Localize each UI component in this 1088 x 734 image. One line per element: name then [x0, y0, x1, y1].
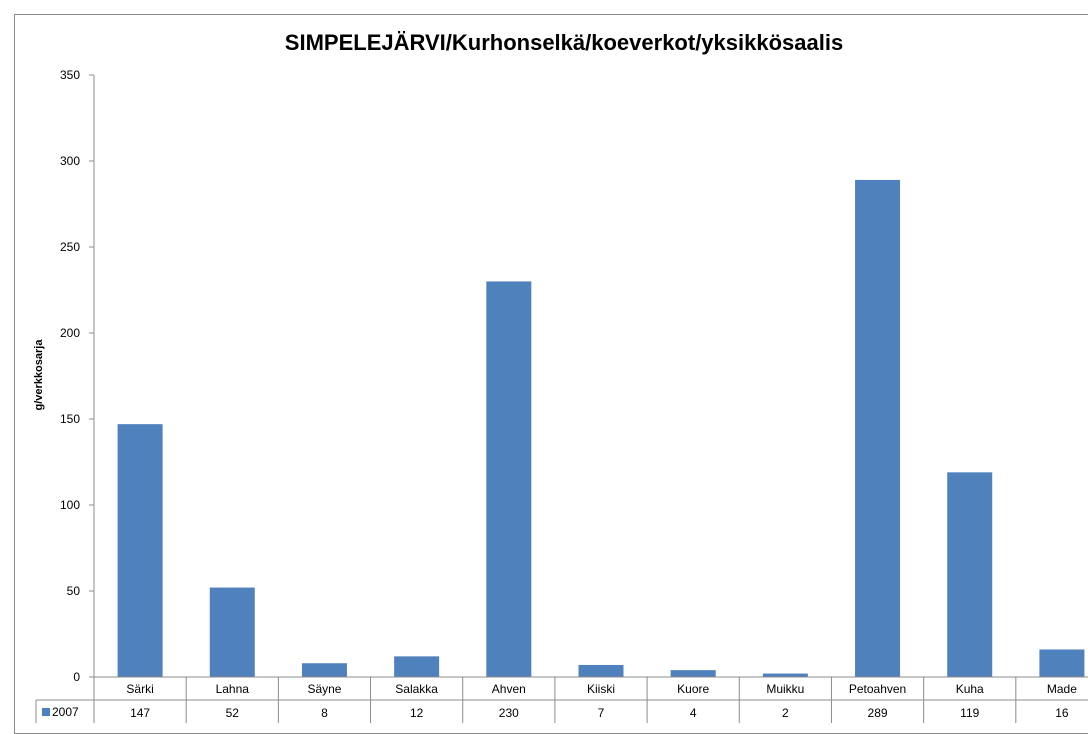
- data-label: 289: [868, 706, 888, 720]
- y-tick-label: 250: [60, 240, 80, 254]
- x-tick-label: Kuha: [956, 682, 984, 696]
- x-tick-label: Made: [1047, 682, 1077, 696]
- data-label: 7: [598, 706, 605, 720]
- bar: [579, 665, 624, 677]
- x-tick-label: Muikku: [766, 682, 804, 696]
- bar: [1039, 649, 1084, 677]
- x-tick-label: Ahven: [492, 682, 526, 696]
- y-tick-label: 150: [60, 412, 80, 426]
- chart-title: SIMPELEJÄRVI/Kurhonselkä/koeverkot/yksik…: [285, 30, 843, 55]
- data-label: 230: [499, 706, 519, 720]
- bar: [486, 281, 531, 677]
- data-label: 4: [690, 706, 697, 720]
- bar: [671, 670, 716, 677]
- legend-label: 2007: [52, 705, 79, 719]
- y-axis-label: g/verkkosarja: [33, 339, 45, 411]
- y-tick-label: 0: [73, 670, 80, 684]
- bar: [855, 180, 900, 677]
- data-label: 147: [130, 706, 150, 720]
- data-label: 52: [226, 706, 240, 720]
- bar: [947, 472, 992, 677]
- bar: [763, 674, 808, 677]
- data-label: 16: [1055, 706, 1069, 720]
- y-tick-label: 50: [67, 584, 81, 598]
- x-tick-label: Lahna: [216, 682, 250, 696]
- x-tick-label: Salakka: [395, 682, 438, 696]
- x-tick-label: Särki: [126, 682, 153, 696]
- data-label: 2: [782, 706, 789, 720]
- x-tick-label: Kiiski: [587, 682, 615, 696]
- bar: [394, 656, 439, 677]
- legend-swatch: [42, 708, 50, 716]
- y-tick-label: 100: [60, 498, 80, 512]
- bar: [118, 424, 163, 677]
- bar: [302, 663, 347, 677]
- y-tick-label: 300: [60, 154, 80, 168]
- x-tick-label: Kuore: [677, 682, 709, 696]
- data-label: 12: [410, 706, 424, 720]
- x-tick-label: Petoahven: [849, 682, 906, 696]
- x-tick-label: Säyne: [307, 682, 341, 696]
- y-tick-label: 350: [60, 68, 80, 82]
- data-label: 119: [960, 706, 979, 720]
- y-tick-label: 200: [60, 326, 80, 340]
- bar: [210, 588, 255, 677]
- data-label: 8: [321, 706, 328, 720]
